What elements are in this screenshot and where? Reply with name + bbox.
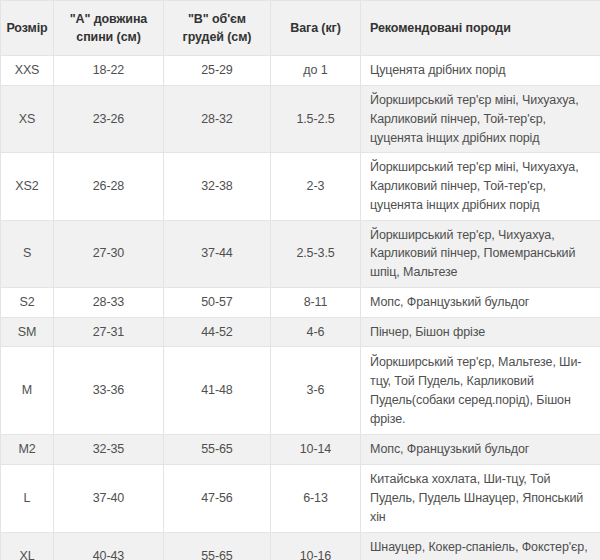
cell-chest-volume: 50-57 [164,287,271,317]
size-chart-body: XXS 18-22 25-29 до 1 Цуценята дрібних по… [1,56,600,560]
cell-size: XS [1,86,54,153]
cell-chest-volume: 37-44 [164,220,271,287]
cell-weight: 2-3 [271,153,361,220]
size-chart-table: Розмір "А" довжина спини (см) "В" об'єм … [0,0,600,560]
cell-back-length: 26-28 [54,153,164,220]
table-row-s2: S2 28-33 50-57 8-11 Мопс, Французький бу… [1,287,600,317]
cell-size: S2 [1,287,54,317]
table-row-xxs: XXS 18-22 25-29 до 1 Цуценята дрібних по… [1,56,600,86]
cell-weight: до 1 [271,56,361,86]
cell-chest-volume: 32-38 [164,153,271,220]
header-back-length: "А" довжина спини (см) [54,1,164,56]
cell-weight: 10-16 [271,532,361,560]
table-row-sm: SM 27-31 44-52 4-6 Пінчер, Бішон фрізе [1,317,600,347]
cell-size: XL [1,532,54,560]
cell-chest-volume: 44-52 [164,317,271,347]
cell-weight: 10-14 [271,435,361,465]
cell-breeds: Пінчер, Бішон фрізе [361,317,600,347]
header-weight: Вага (кг) [271,1,361,56]
header-row: Розмір "А" довжина спини (см) "В" об'єм … [1,1,600,56]
cell-back-length: 18-22 [54,56,164,86]
cell-size: XXS [1,56,54,86]
cell-breeds: Йоркширський тер'єр міні, Чихуахуа, Карл… [361,153,600,220]
cell-breeds: Цуценята дрібних порід [361,56,600,86]
cell-breeds: Йоркширський тер'єр міні, Чихуахуа, Карл… [361,86,600,153]
header-size: Розмір [1,1,54,56]
cell-back-length: 40-43 [54,532,164,560]
cell-breeds: Китайська хохлата, Ши-тцу, Той Пудель, П… [361,465,600,532]
cell-breeds: Мопс, Французький бульдог [361,287,600,317]
cell-size: M [1,347,54,435]
cell-size: S [1,220,54,287]
cell-chest-volume: 41-48 [164,347,271,435]
cell-back-length: 37-40 [54,465,164,532]
cell-chest-volume: 55-65 [164,435,271,465]
cell-chest-volume: 55-65 [164,532,271,560]
cell-breeds: Йоркширський тер'єр, Чихуахуа, Карликови… [361,220,600,287]
cell-weight: 6-13 [271,465,361,532]
cell-weight: 4-6 [271,317,361,347]
cell-chest-volume: 25-29 [164,56,271,86]
cell-chest-volume: 28-32 [164,86,271,153]
size-chart-header: Розмір "А" довжина спини (см) "В" об'єм … [1,1,600,56]
table-row-xs2: XS2 26-28 32-38 2-3 Йоркширський тер'єр … [1,153,600,220]
cell-weight: 8-11 [271,287,361,317]
table-row-m2: M2 32-35 55-65 10-14 Мопс, Французький б… [1,435,600,465]
header-chest-volume: "В" об'єм грудей (см) [164,1,271,56]
table-row-xl: XL 40-43 55-65 10-16 Шнауцер, Кокер-спан… [1,532,600,560]
cell-breeds: Шнауцер, Кокер-спаніель, Фокстер'єр, Ско… [361,532,600,560]
cell-back-length: 33-36 [54,347,164,435]
cell-weight: 1.5-2.5 [271,86,361,153]
cell-breeds: Мопс, Французький бульдог [361,435,600,465]
header-recommended-breeds: Рекомендовані породи [361,1,600,56]
table-row-xs: XS 23-26 28-32 1.5-2.5 Йоркширський тер'… [1,86,600,153]
table-row-l: L 37-40 47-56 6-13 Китайська хохлата, Ши… [1,465,600,532]
cell-size: L [1,465,54,532]
cell-back-length: 27-30 [54,220,164,287]
cell-size: M2 [1,435,54,465]
cell-size: XS2 [1,153,54,220]
cell-weight: 2.5-3.5 [271,220,361,287]
cell-back-length: 28-33 [54,287,164,317]
cell-back-length: 23-26 [54,86,164,153]
cell-back-length: 32-35 [54,435,164,465]
cell-breeds: Йоркширський тер'єр, Мальтезе, Ши-тцу, Т… [361,347,600,435]
cell-back-length: 27-31 [54,317,164,347]
cell-weight: 3-6 [271,347,361,435]
cell-size: SM [1,317,54,347]
table-row-m: M 33-36 41-48 3-6 Йоркширський тер'єр, М… [1,347,600,435]
cell-chest-volume: 47-56 [164,465,271,532]
table-row-s: S 27-30 37-44 2.5-3.5 Йоркширський тер'є… [1,220,600,287]
